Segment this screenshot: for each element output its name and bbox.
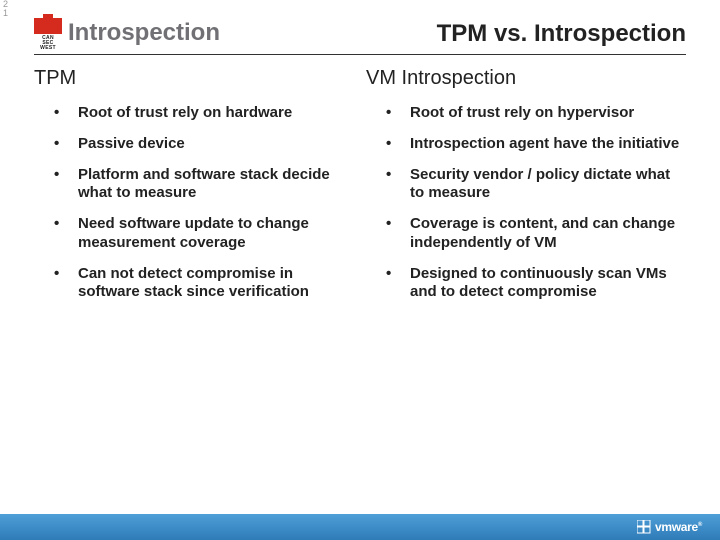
list-item: Need software update to change measureme… bbox=[54, 209, 354, 259]
left-column: TPM Root of trust rely on hardware Passi… bbox=[34, 67, 354, 308]
list-item: Root of trust rely on hardware bbox=[54, 98, 354, 129]
logo-line3: WEST bbox=[40, 45, 56, 51]
list-item: Can not detect compromise in software st… bbox=[54, 259, 354, 309]
boxes-icon bbox=[637, 520, 651, 534]
list-item: Passive device bbox=[54, 129, 354, 160]
right-heading: VM Introspection bbox=[366, 67, 686, 90]
section-tag: Introspection bbox=[68, 19, 220, 47]
left-bullets: Root of trust rely on hardware Passive d… bbox=[34, 98, 354, 308]
page-number-bottom: 1 bbox=[3, 9, 8, 18]
left-heading: TPM bbox=[34, 67, 354, 90]
list-item: Introspection agent have the initiative bbox=[386, 129, 686, 160]
list-item: Designed to continuously scan VMs and to… bbox=[386, 259, 686, 309]
vmware-logo: vmware® bbox=[637, 520, 702, 534]
slide-footer: vmware® bbox=[0, 514, 720, 540]
vmware-text: vmware bbox=[655, 520, 698, 534]
right-column: VM Introspection Root of trust rely on h… bbox=[354, 67, 686, 308]
right-bullets: Root of trust rely on hypervisor Introsp… bbox=[366, 98, 686, 308]
content-columns: TPM Root of trust rely on hardware Passi… bbox=[0, 55, 720, 308]
page-number: 2 1 bbox=[3, 0, 8, 18]
list-item: Root of trust rely on hypervisor bbox=[386, 98, 686, 129]
slide-title: TPM vs. Introspection bbox=[437, 20, 686, 48]
vmware-wordmark: vmware® bbox=[655, 520, 702, 534]
cansecwest-logo: CAN SEC WEST bbox=[34, 18, 62, 48]
list-item: Security vendor / policy dictate what to… bbox=[386, 160, 686, 210]
list-item: Platform and software stack decide what … bbox=[54, 160, 354, 210]
list-item: Coverage is content, and can change inde… bbox=[386, 209, 686, 259]
header-left: CAN SEC WEST Introspection bbox=[34, 18, 220, 48]
registered-mark: ® bbox=[698, 522, 702, 528]
slide-header: CAN SEC WEST Introspection TPM vs. Intro… bbox=[34, 0, 686, 55]
